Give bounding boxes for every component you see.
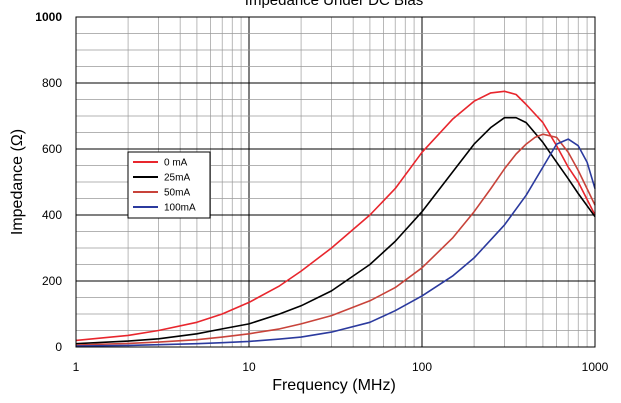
legend: 0 mA 25mA 50mA 100mA: [127, 151, 211, 219]
x-tick-label: 100: [412, 360, 432, 374]
chart-title: Impedance Under DC Bias: [245, 0, 423, 9]
grid: [76, 17, 595, 347]
legend-label: 25mA: [164, 173, 190, 184]
series-line: [75, 138, 596, 347]
series-line: [75, 90, 596, 342]
series-line: [75, 133, 596, 346]
y-tick-label: 200: [42, 274, 62, 288]
x-tick-label: 1: [73, 360, 80, 374]
series-line: [75, 116, 596, 345]
x-tick-label: 10: [242, 360, 256, 374]
legend-label: 100mA: [164, 203, 196, 214]
x-tick-label: 1000: [582, 360, 609, 374]
y-tick-label: 1000: [35, 10, 62, 24]
y-tick-label: 0: [55, 340, 62, 354]
x-axis-title: Frequency (MHz): [272, 377, 396, 394]
legend-label: 0 mA: [164, 158, 188, 169]
series-lines: [75, 90, 596, 347]
y-tick-label: 400: [42, 208, 62, 222]
y-tick-label: 600: [42, 142, 62, 156]
tick-labels: 1 10 100 1000 0 200 400 600 800 1000: [35, 10, 608, 374]
y-tick-label: 800: [42, 76, 62, 90]
y-axis-title: Impedance (Ω): [9, 129, 26, 235]
legend-label: 50mA: [164, 188, 190, 199]
plot-frame: [75, 16, 596, 348]
